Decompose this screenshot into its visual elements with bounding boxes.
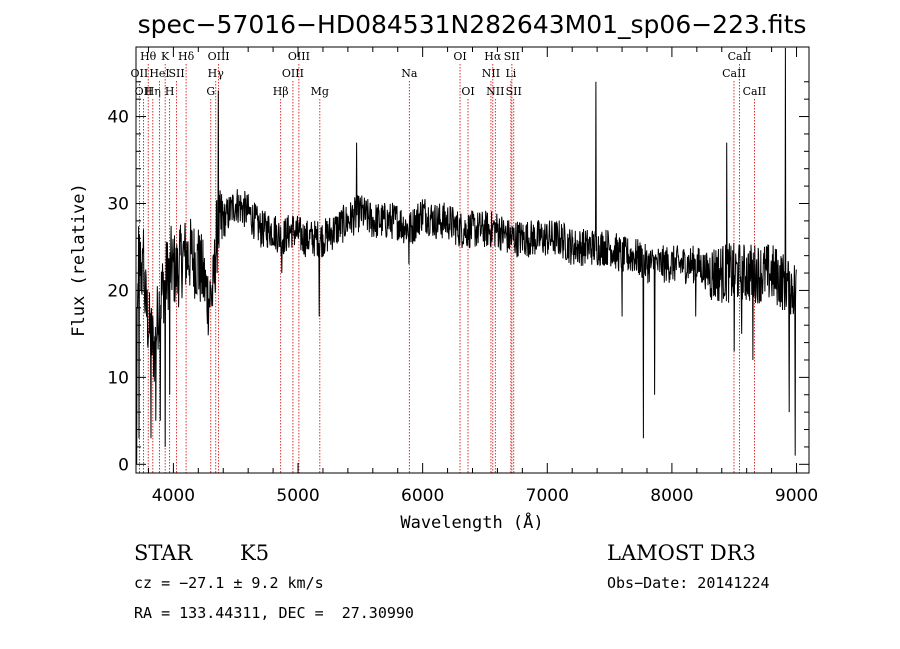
- x-axis-ticks: 4000 5000 6000 7000 8000 9000: [147, 47, 818, 506]
- line-label-6: H: [165, 85, 175, 98]
- y-axis-label: Flux (relative): [69, 183, 89, 337]
- chart-title: spec−57016−HD084531N282643M01_sp06−223.f…: [138, 10, 807, 39]
- line-label-15: Mg: [311, 85, 329, 98]
- line-label-4: HeI: [149, 67, 169, 80]
- line-label-3: Hη: [145, 85, 161, 98]
- object-class: STAR: [134, 541, 193, 565]
- y-axis-ticks: 0 10 20 30 40: [107, 81, 809, 475]
- object-subclass: K5: [240, 541, 270, 565]
- coordinates: RA = 133.44311, DEC = 27.30990: [134, 604, 414, 622]
- x-tick-label: 5000: [276, 486, 319, 506]
- line-label-2: Hθ: [140, 50, 157, 63]
- x-tick-label: 9000: [775, 486, 818, 506]
- line-label-5: K: [161, 50, 170, 63]
- x-axis-label: Wavelength (Å): [400, 511, 543, 533]
- y-tick-label: 40: [107, 108, 129, 128]
- line-label-21: NII: [486, 85, 504, 98]
- line-label-23: SII: [504, 50, 520, 63]
- line-label-0: OII: [131, 67, 149, 80]
- line-label-7: SII: [169, 67, 185, 80]
- y-tick-label: 10: [107, 368, 129, 388]
- line-label-16: Na: [401, 67, 418, 80]
- line-label-24: SII: [506, 85, 522, 98]
- x-tick-label: 6000: [401, 486, 444, 506]
- line-label-12: Hβ: [273, 85, 289, 98]
- x-tick-label: 4000: [152, 486, 195, 506]
- line-label-27: CaII: [743, 85, 767, 98]
- y-tick-label: 30: [107, 194, 129, 214]
- line-label-8: Hδ: [178, 50, 195, 63]
- line-label-25: CaII: [722, 67, 746, 80]
- y-tick-label: 0: [118, 455, 129, 475]
- y-tick-label: 20: [107, 281, 129, 301]
- spectrum-line: [135, 47, 797, 465]
- x-tick-label: 7000: [526, 486, 569, 506]
- line-label-17: OI: [453, 50, 466, 63]
- line-label-26: CaII: [728, 50, 752, 63]
- line-label-13: OIII: [282, 67, 304, 80]
- line-label-9: G: [206, 85, 215, 98]
- redshift-value: cz = −27.1 ± 9.2 km/s: [134, 574, 324, 592]
- line-label-22: Li: [505, 67, 516, 80]
- line-label-10: Hγ: [208, 67, 225, 80]
- x-tick-label: 8000: [650, 486, 693, 506]
- line-label-20: Hα: [484, 50, 502, 63]
- line-label-19: NII: [482, 67, 500, 80]
- line-label-18: OI: [461, 85, 474, 98]
- line-label-14: OIII: [288, 50, 310, 63]
- observation-date: Obs−Date: 20141224: [607, 574, 770, 592]
- spectrum-series: [135, 47, 797, 465]
- line-label-11: OIII: [208, 50, 230, 63]
- plot-frame: [135, 46, 810, 474]
- survey-name: LAMOST DR3: [607, 541, 756, 565]
